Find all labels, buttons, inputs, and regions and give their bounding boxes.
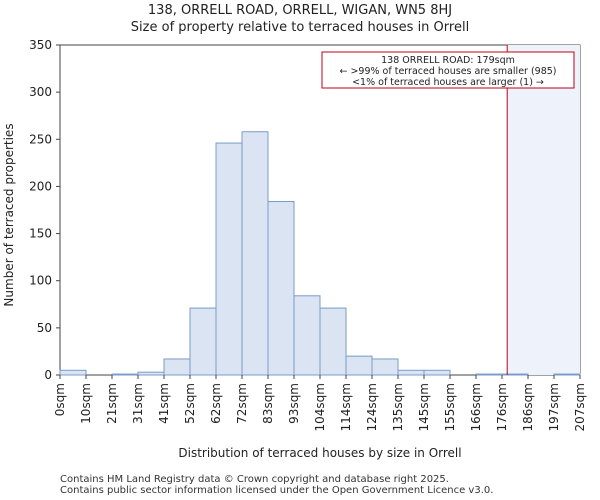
histogram-bar [163,358,191,376]
x-tick-label: 166sqm [469,383,483,431]
x-tick-label: 145sqm [417,383,431,431]
x-tick-label: 197sqm [547,383,561,431]
y-tick-label: 250 [29,132,52,146]
x-tick-label: 124sqm [365,383,379,431]
property-highlight-region [507,45,580,375]
y-tick-label: 50 [37,321,52,335]
chart-title: Size of property relative to terraced ho… [130,20,470,35]
histogram-bar [397,369,425,376]
x-tick-label: 0sqm [53,383,67,416]
histogram-bar [215,142,243,376]
histogram-bar [423,369,451,376]
footer-copyright: Contains HM Land Registry data © Crown c… [60,474,449,485]
histogram-bar [501,373,529,376]
y-tick-label: 300 [29,85,52,99]
annotation-line-3: <1% of terraced houses are larger (1) → [352,77,544,88]
x-tick-label: 83sqm [261,383,275,424]
x-tick-label: 104sqm [313,383,327,431]
x-tick-label: 52sqm [183,383,197,424]
chart-title-address: 138, ORRELL ROAD, ORRELL, WIGAN, WN5 8HJ [147,3,453,18]
histogram-bar [267,201,295,376]
x-tick-label: 93sqm [287,383,301,424]
x-tick-label: 207sqm [573,383,587,431]
y-tick-label: 200 [29,179,52,193]
histogram-bar [371,358,399,376]
x-tick-label: 41sqm [157,383,171,424]
x-tick-label: 186sqm [521,383,535,431]
histogram-bar [475,373,503,376]
histogram-bar [189,307,217,376]
histogram-bar [553,373,581,376]
y-tick-label: 150 [29,227,52,241]
histogram-bar [137,371,165,376]
annotation-line-2: ← >99% of terraced houses are smaller (9… [339,66,556,77]
histogram-bar [319,307,347,376]
histogram-bar [59,369,87,376]
y-tick-label: 350 [29,38,52,52]
histogram-bar [293,295,321,376]
x-tick-label: 114sqm [339,383,353,431]
y-tick-label: 0 [44,368,52,382]
x-tick-label: 62sqm [209,383,223,424]
annotation-box [321,51,575,89]
x-tick-label: 21sqm [105,383,119,424]
x-tick-label: 176sqm [495,383,509,431]
x-tick-label: 10sqm [79,383,93,424]
x-axis-label: Distribution of terraced houses by size … [178,446,461,460]
x-tick-label: 72sqm [235,383,249,424]
x-tick-label: 155sqm [443,383,457,431]
x-tick-label: 135sqm [391,383,405,431]
y-axis-label: Number of terraced properties [2,123,16,306]
y-tick-label: 100 [29,274,52,288]
annotation-line-1: 138 ORRELL ROAD: 179sqm [381,55,515,66]
histogram-bar [111,373,139,376]
footer-licence: Contains public sector information licen… [60,485,494,496]
histogram-bar [241,131,269,376]
x-tick-label: 31sqm [131,383,145,424]
histogram-bar [345,355,373,376]
